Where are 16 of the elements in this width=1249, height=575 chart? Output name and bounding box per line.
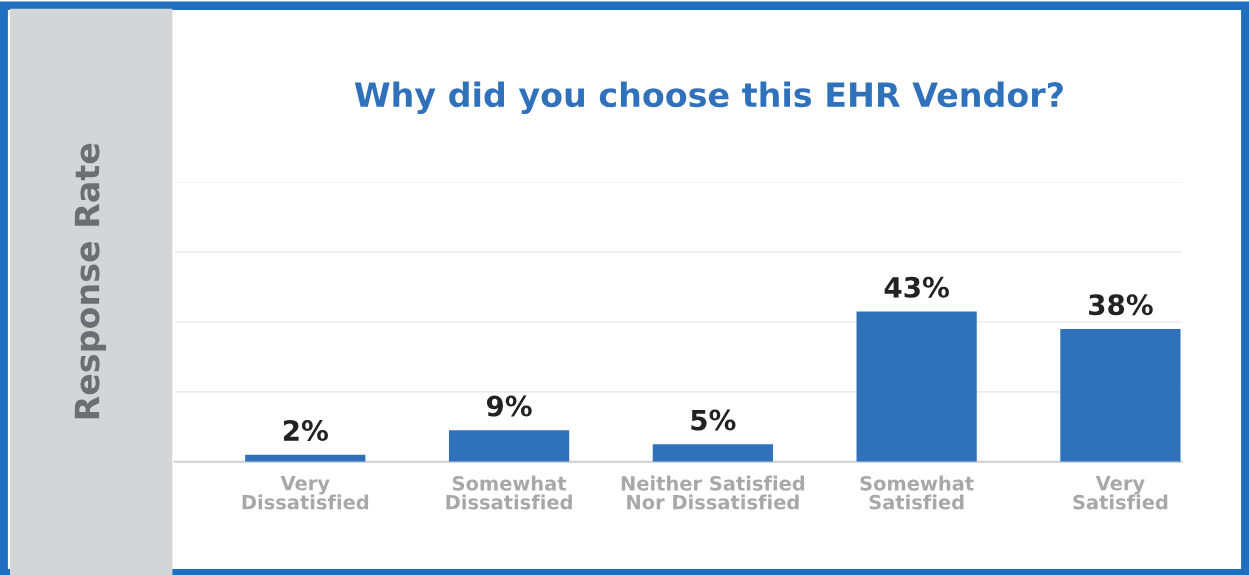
data-label: 2% [283, 420, 328, 442]
chart-title: Why did you choose this EHR Vendor? [354, 81, 1063, 115]
data-label: 9% [486, 395, 532, 417]
x-tick-label: Somewhat Dissatisfied [446, 475, 572, 510]
data-label: 5% [691, 409, 736, 431]
data-label: 38% [1089, 294, 1153, 316]
bar [1060, 328, 1181, 462]
bar [448, 430, 570, 462]
data-label: 43% [884, 276, 949, 298]
y-axis-title: Response Rate [74, 143, 107, 419]
bar [652, 444, 773, 462]
bar [856, 311, 977, 462]
x-tick-label: Very Dissatisfied [242, 476, 369, 510]
x-tick-label: Very Satisfied [1073, 476, 1168, 510]
x-tick-label: Neither Satisfied Nor Dissatisfied [621, 475, 805, 510]
x-tick-label: Somewhat Satisfied [860, 475, 974, 510]
